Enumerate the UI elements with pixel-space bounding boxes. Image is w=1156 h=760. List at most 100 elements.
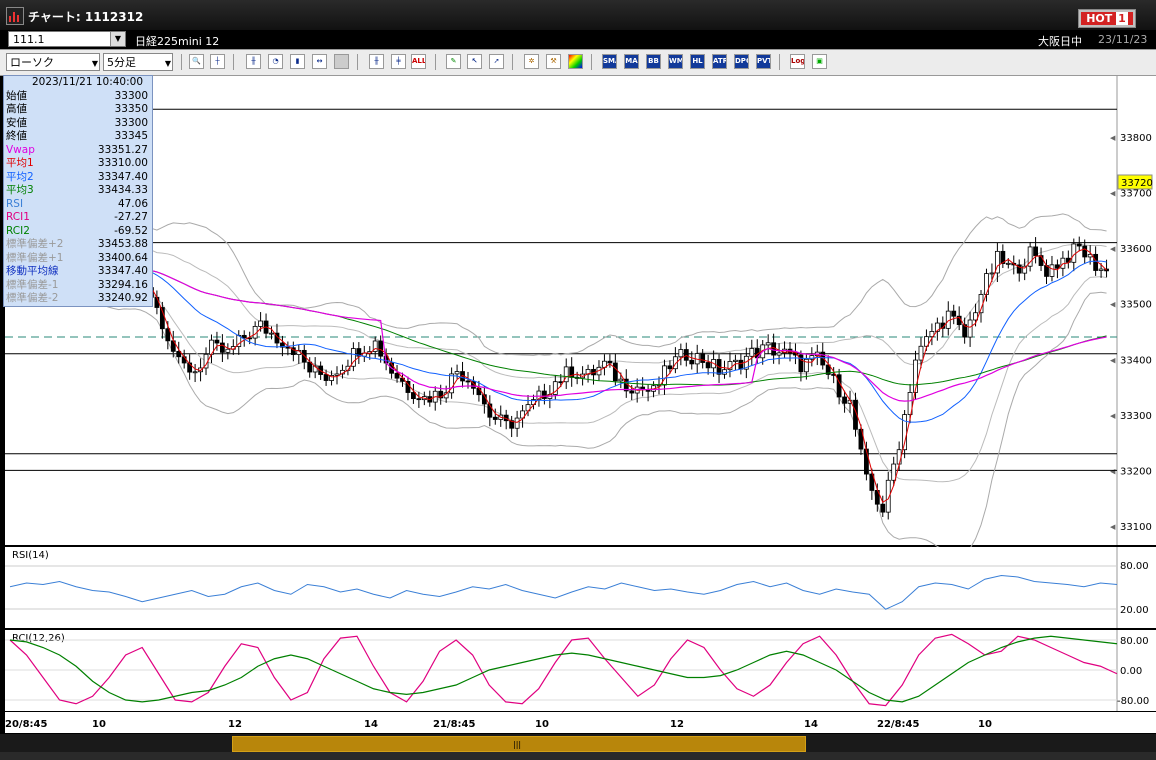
info-row: RCI2 -69.52 xyxy=(4,225,152,239)
info-row-value: 33345 xyxy=(114,130,148,142)
wrench-icon[interactable]: ⚒ xyxy=(546,54,561,69)
info-row: Vwap 33351.27 xyxy=(4,144,152,158)
candle-body xyxy=(541,390,547,399)
std-deviation-band xyxy=(14,290,1107,557)
pencil-icon[interactable]: ✎ xyxy=(446,54,461,69)
info-row-label: 安値 xyxy=(6,116,27,129)
candle-body xyxy=(1005,262,1011,265)
zoom-icon[interactable]: 🔍 xyxy=(189,54,204,69)
candle-body xyxy=(662,365,667,386)
moving-average-lines xyxy=(14,248,1107,503)
arrow-icon[interactable]: ➚ xyxy=(489,54,504,69)
candle-body xyxy=(1022,265,1028,274)
crosshair-icon[interactable]: ┼ xyxy=(210,54,225,69)
candle-body xyxy=(683,349,689,361)
candle-body xyxy=(771,342,777,356)
info-row-label: 標準偏差+2 xyxy=(6,238,64,250)
candle-body xyxy=(192,371,198,374)
candle-add-icon[interactable]: ╫ xyxy=(369,54,384,69)
candle-body xyxy=(1055,264,1060,269)
info-row-label: 平均1 xyxy=(6,157,34,169)
candle-body xyxy=(465,380,471,383)
rsi-pane xyxy=(5,547,1117,628)
candle-body xyxy=(159,307,165,330)
time-tick-label: 12 xyxy=(228,719,242,730)
gear-icon[interactable]: ✲ xyxy=(524,54,539,69)
chart-canvas[interactable]: 33800 ◀ 33700 ◀ 33600 ◀ 33500 ◀ 33400 ◀ 33300 ◀ 3320… xyxy=(0,75,1156,734)
rsi-pane-title: RSI(14) xyxy=(12,550,49,561)
candle-body xyxy=(514,417,520,429)
time-tick-label: 21/8:45 xyxy=(433,719,475,730)
info-row: 平均3 33434.33 xyxy=(4,184,152,198)
hot-button[interactable]: HOT 1 xyxy=(1078,9,1136,28)
bb-indicator-button[interactable]: BB xyxy=(646,54,661,69)
candle-body xyxy=(776,352,782,356)
candle-body xyxy=(749,348,755,357)
wma-indicator-button[interactable]: WMA xyxy=(668,54,683,69)
market-date: 23/11/23 xyxy=(1098,33,1148,46)
candle-body xyxy=(558,381,564,384)
clock-icon[interactable]: ◔ xyxy=(268,54,283,69)
scrollbar-thumb[interactable] xyxy=(232,736,806,752)
info-row: 高値 33350 xyxy=(4,103,152,117)
info-row: 移動平均線 33347.40 xyxy=(4,265,152,279)
svg-text:◀: ◀ xyxy=(1110,134,1116,142)
symbol-code-input[interactable]: 111.1 ▼ xyxy=(8,31,126,47)
chart-app-icon xyxy=(6,7,24,25)
time-tick-label: 12 xyxy=(670,719,684,730)
chevron-down-icon: ▼ xyxy=(91,59,98,68)
candle-body xyxy=(929,331,935,338)
color-icon[interactable] xyxy=(568,54,583,69)
candle-body xyxy=(798,354,804,373)
candle-body xyxy=(934,322,940,332)
candle-body xyxy=(154,296,160,308)
blank-icon[interactable] xyxy=(334,54,349,69)
dpo-indicator-button[interactable]: DPO xyxy=(734,54,749,69)
atr-indicator-button[interactable]: ATR xyxy=(712,54,727,69)
average2-line xyxy=(14,258,1107,423)
candle-body xyxy=(1038,255,1044,266)
candle-body xyxy=(618,378,624,382)
candle-body xyxy=(487,403,493,418)
chevron-down-icon[interactable]: ▼ xyxy=(110,32,125,46)
candle-body xyxy=(607,360,613,364)
time-tick-label: 22/8:45 xyxy=(877,719,919,730)
info-row-label: 始値 xyxy=(6,89,27,102)
candle-body xyxy=(187,362,193,373)
window-titlebar: チャート: 1112312 HOT 1 xyxy=(0,0,1156,31)
price-tick-label: 33300 xyxy=(1120,411,1152,422)
price-tick-label: 33400 xyxy=(1120,355,1152,366)
candle-body xyxy=(820,351,826,366)
candle-body xyxy=(350,348,356,367)
candle-body xyxy=(989,272,995,275)
candle-body xyxy=(825,364,831,375)
std-deviation-band xyxy=(14,213,1107,356)
chart-toolbar: ローソク ▼ 5分足 ▼ 🔍 ┼ ╫ ◔ ▮ ↔ ╫ ╪ ALL ✎ ↖ ➚ ✲ ⚒… xyxy=(0,49,1156,76)
candle-icon[interactable]: ╫ xyxy=(246,54,261,69)
ohlc-icon[interactable]: ╪ xyxy=(391,54,406,69)
candle-body xyxy=(290,347,296,355)
candle-body xyxy=(842,396,847,404)
spread-icon[interactable]: ↔ xyxy=(312,54,327,69)
log-scale-button[interactable]: Log xyxy=(790,54,805,69)
candle-body xyxy=(269,332,274,335)
info-row: 始値 33300 xyxy=(4,90,152,104)
all-icon[interactable]: ALL xyxy=(411,54,426,69)
info-row-value: 33300 xyxy=(114,89,148,102)
chart-type-select[interactable]: ローソク ▼ xyxy=(6,53,100,71)
info-row-value: 33434.33 xyxy=(97,184,148,196)
price-tick-label: 33200 xyxy=(1120,466,1152,477)
candle-body xyxy=(563,366,569,383)
ma-indicator-button[interactable]: MA xyxy=(624,54,639,69)
candle-body xyxy=(678,349,684,358)
interval-select[interactable]: 5分足 ▼ xyxy=(103,53,173,71)
cursor-icon[interactable]: ↖ xyxy=(467,54,482,69)
price-tick-label: 33800 xyxy=(1120,133,1152,144)
hl-indicator-button[interactable]: HL xyxy=(690,54,705,69)
pvt-indicator-button[interactable]: PVT xyxy=(756,54,771,69)
time-tick-label: 14 xyxy=(804,719,818,730)
export-icon[interactable]: ▣ xyxy=(812,54,827,69)
std-deviation-band xyxy=(15,274,1107,483)
volume-icon[interactable]: ▮ xyxy=(290,54,305,69)
sma-indicator-button[interactable]: SMA xyxy=(602,54,617,69)
